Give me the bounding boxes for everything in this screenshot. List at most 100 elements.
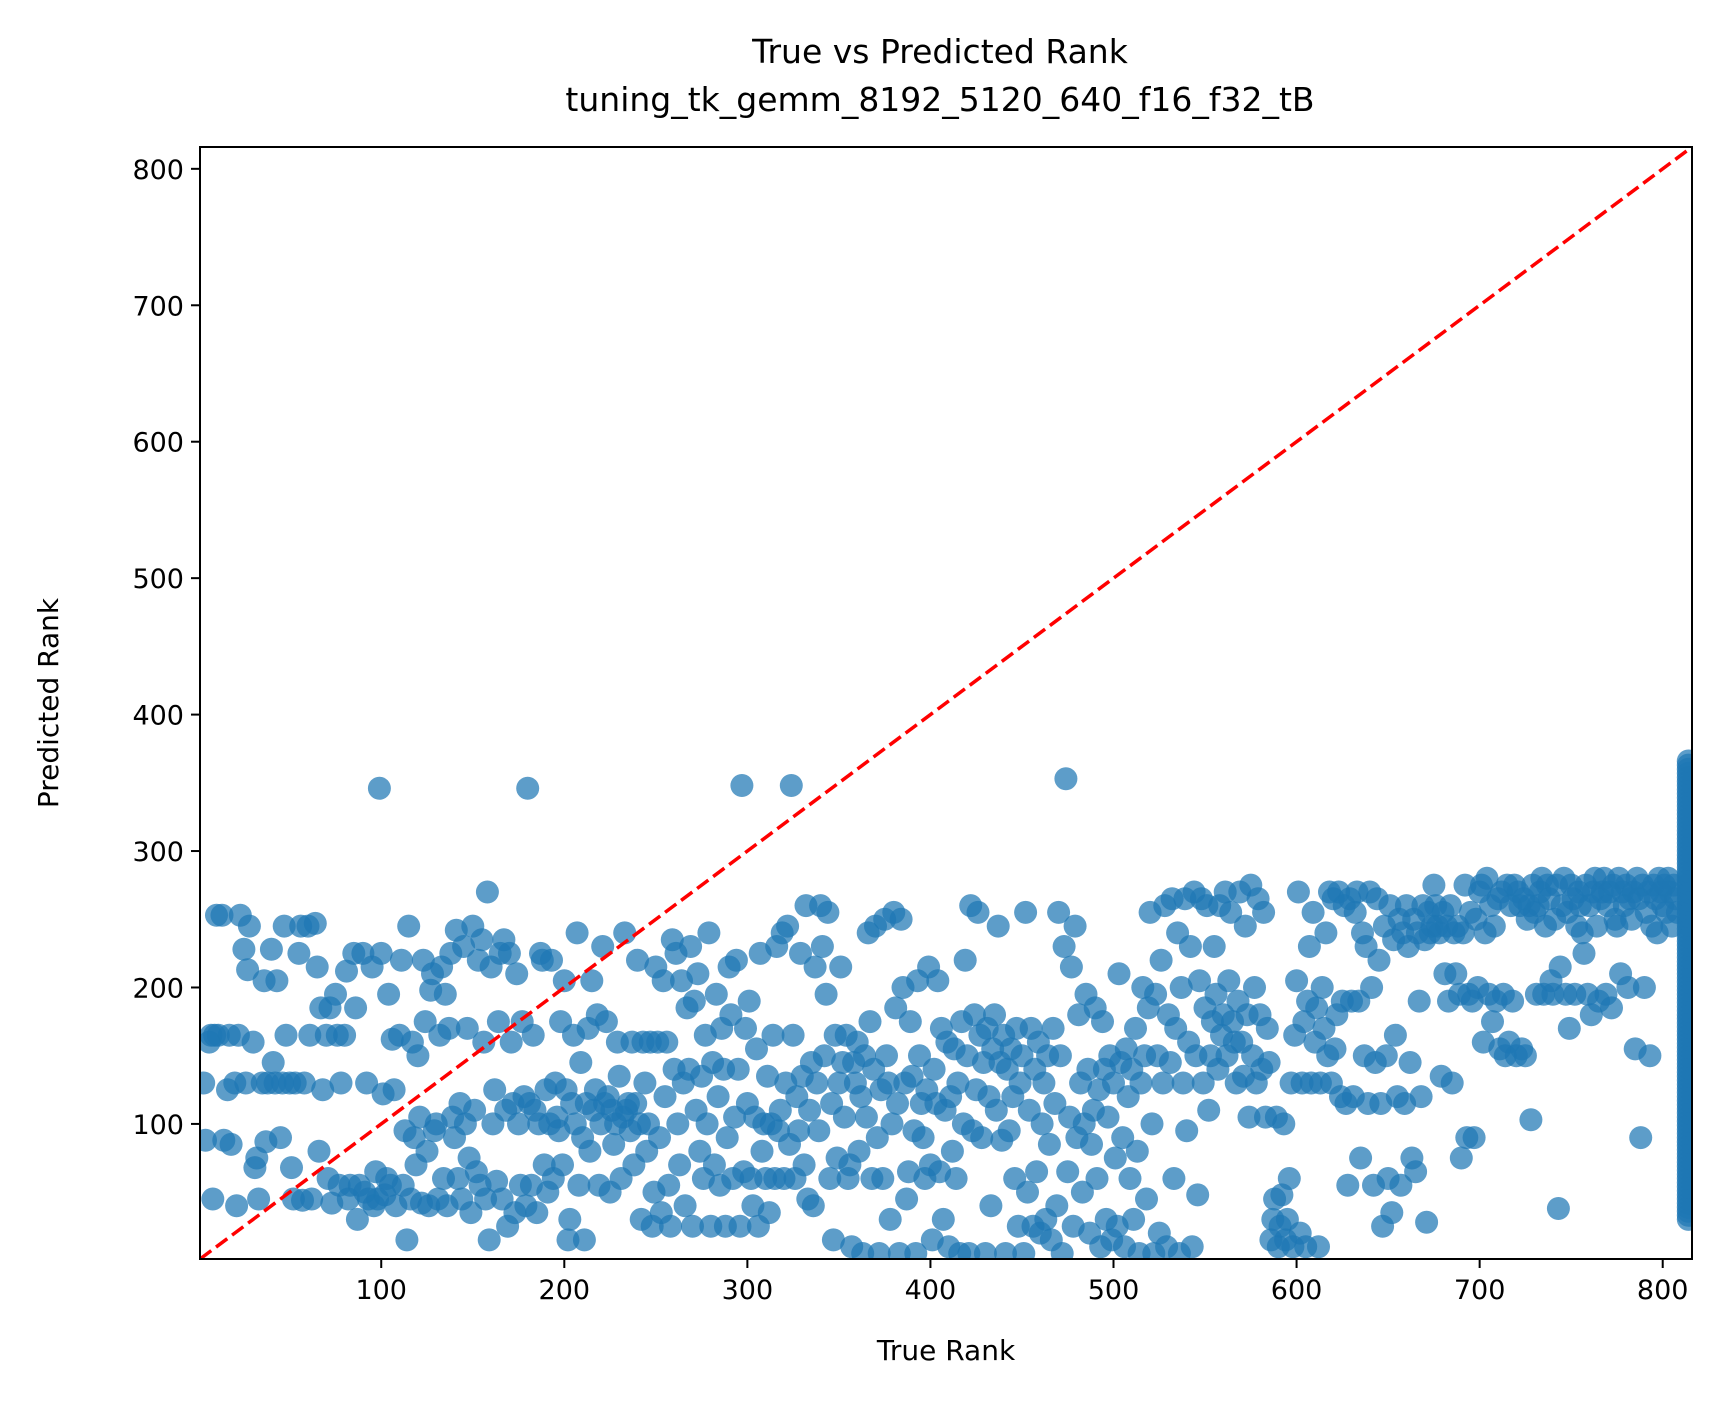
- plot-frame: [199, 146, 1693, 1260]
- data-point: [946, 1071, 970, 1095]
- data-point: [1380, 1201, 1404, 1225]
- data-point: [452, 935, 476, 958]
- data-point: [1175, 1119, 1199, 1143]
- data-point: [602, 1132, 626, 1156]
- data-point: [719, 1003, 743, 1027]
- data-point: [565, 921, 589, 945]
- data-point: [505, 962, 529, 986]
- data-point: [395, 1228, 419, 1252]
- data-point: [1585, 914, 1609, 938]
- data-point: [274, 1023, 298, 1047]
- data-point: [706, 1085, 730, 1109]
- data-point: [1272, 1112, 1296, 1136]
- data-point: [1122, 1207, 1146, 1231]
- data-point: [761, 1023, 785, 1047]
- data-point: [931, 1207, 955, 1231]
- data-point: [1048, 1044, 1072, 1068]
- data-point: [219, 1132, 243, 1156]
- data-point: [986, 914, 1010, 938]
- data-point: [829, 955, 853, 979]
- data-point: [626, 948, 649, 972]
- data-point: [1314, 921, 1338, 945]
- data-point: [1124, 1016, 1147, 1040]
- data-point: [525, 1201, 549, 1225]
- data-point: [776, 914, 800, 938]
- data-point: [1178, 935, 1202, 958]
- data-point: [810, 935, 834, 958]
- data-point: [1482, 914, 1506, 938]
- data-point: [900, 1064, 924, 1088]
- data-point: [865, 1126, 889, 1150]
- data-point: [745, 1037, 768, 1061]
- data-point: [715, 1126, 739, 1150]
- data-point: [1307, 1235, 1330, 1259]
- data-point: [1481, 1010, 1504, 1034]
- data-point: [1237, 1105, 1261, 1129]
- data-point: [287, 941, 311, 965]
- data-point: [516, 776, 540, 800]
- data-point: [779, 774, 803, 797]
- data-point: [884, 996, 908, 1020]
- data-point: [1367, 948, 1391, 972]
- data-point: [789, 941, 812, 965]
- data-point: [333, 1023, 357, 1047]
- data-point: [225, 1194, 249, 1218]
- data-point: [1389, 1173, 1413, 1197]
- data-point: [1047, 900, 1071, 924]
- data-point: [944, 1167, 968, 1190]
- data-point: [966, 900, 990, 924]
- data-point: [382, 1078, 406, 1102]
- data-point: [886, 1092, 909, 1115]
- data-point: [1217, 969, 1241, 993]
- data-point: [237, 914, 261, 938]
- data-point: [816, 900, 840, 924]
- data-point: [335, 959, 358, 983]
- data-point: [540, 948, 563, 972]
- data-point: [265, 969, 289, 993]
- data-point: [1252, 900, 1276, 924]
- data-point: [1188, 969, 1211, 993]
- data-point: [594, 1010, 618, 1034]
- data-point: [847, 1139, 871, 1163]
- data-point: [1513, 1044, 1537, 1068]
- data-point: [1162, 1167, 1186, 1190]
- reference-diagonal-line: [200, 147, 1692, 1259]
- data-point: [1243, 976, 1266, 999]
- y-axis-label: Predicted Rank: [32, 597, 65, 808]
- data-point: [572, 1228, 596, 1252]
- data-point: [1025, 1160, 1049, 1184]
- data-point: [1041, 1016, 1065, 1040]
- data-point: [1111, 1126, 1135, 1150]
- data-point: [1008, 1071, 1032, 1095]
- data-point: [679, 935, 703, 958]
- data-point: [324, 982, 347, 1006]
- data-point: [849, 1085, 873, 1109]
- data-point: [1255, 1016, 1279, 1040]
- data-point: [668, 1153, 692, 1177]
- data-point: [832, 1105, 856, 1129]
- data-point: [613, 921, 637, 945]
- data-point: [695, 1112, 719, 1136]
- data-point: [1045, 1194, 1069, 1218]
- data-point: [997, 1119, 1021, 1143]
- data-point: [292, 1071, 316, 1095]
- data-point: [898, 1010, 922, 1034]
- data-point: [344, 996, 368, 1020]
- data-point: [485, 1169, 509, 1193]
- data-point: [311, 1078, 335, 1102]
- data-point: [1398, 1051, 1422, 1074]
- data-point: [702, 1153, 726, 1177]
- data-point: [497, 941, 521, 965]
- data-point: [994, 1242, 1017, 1259]
- data-point: [474, 1187, 498, 1211]
- data-point: [389, 948, 413, 972]
- data-point: [406, 1044, 430, 1068]
- data-point: [979, 1194, 1003, 1218]
- y-tick-label: 700: [132, 291, 184, 322]
- data-point: [272, 914, 296, 938]
- data-point: [345, 1207, 369, 1231]
- data-point: [591, 935, 615, 958]
- data-point: [1557, 1016, 1581, 1040]
- data-point: [413, 1010, 437, 1034]
